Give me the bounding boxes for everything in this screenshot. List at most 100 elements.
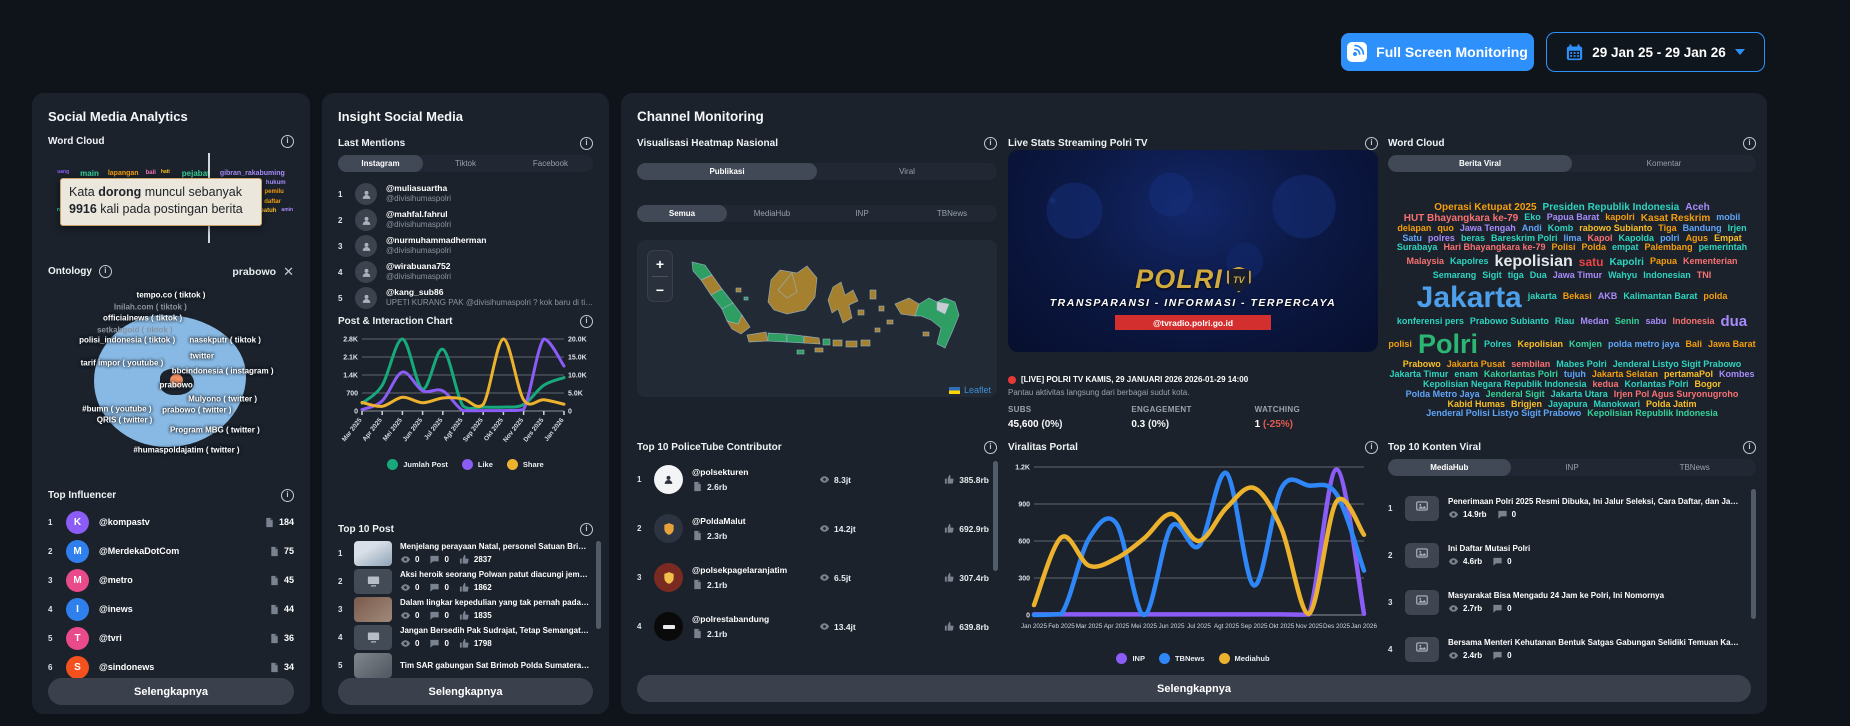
cloud-word[interactable]: Jayapura <box>1547 398 1588 409</box>
heatmap-source-tab-semua[interactable]: Semua <box>637 205 727 222</box>
cloud-word[interactable]: kepolisian <box>1494 253 1573 271</box>
legend-item[interactable]: Share <box>506 459 544 470</box>
cloud-word[interactable]: Jakarta Timur <box>1389 368 1449 379</box>
info-icon[interactable]: i <box>1365 137 1378 150</box>
heatmap-tab-viral[interactable]: Viral <box>899 167 915 176</box>
cloud-word[interactable]: sabu <box>1645 316 1667 327</box>
cloud-word[interactable]: Kapolres <box>1450 256 1489 267</box>
cloud-word[interactable]: rabowo Subianto <box>1579 222 1653 233</box>
cloud-word[interactable]: Hari Bhayangkara ke-79 <box>1443 242 1546 253</box>
ontology-node-label[interactable]: Mulyono ( twitter ) <box>188 394 258 404</box>
mentions-tab-facebook[interactable]: Facebook <box>532 159 569 168</box>
zoom-in-button[interactable]: + <box>655 255 665 272</box>
influencer-row[interactable]: 2 M @MerdekaDotCom 75 <box>48 536 294 566</box>
konten-tab-inp[interactable]: INP <box>1565 463 1579 472</box>
cloud-word[interactable]: Medan <box>1580 316 1609 327</box>
cloud-word[interactable]: Jenderal Sigit <box>1485 388 1545 399</box>
cloud-word[interactable]: Kalimantan Barat <box>1623 291 1698 302</box>
influencer-row[interactable]: 4 I @inews 44 <box>48 594 294 624</box>
cloud-word[interactable]: Polda Metro Jaya <box>1405 388 1480 399</box>
cloud-word[interactable]: lima <box>1563 232 1582 243</box>
cloud-word[interactable]: Jawa Tengah <box>1459 222 1516 233</box>
cloud-word[interactable]: Komjen <box>1568 339 1602 350</box>
policetube-row[interactable]: 2 @PoldaMalut 2.3rb 14.2jt 692.9rb <box>637 504 989 553</box>
cloud-word[interactable]: Bogor <box>1694 378 1722 389</box>
cloud-word[interactable]: tiga <box>1507 269 1524 280</box>
cloud-word[interactable]: Palembang <box>1644 242 1693 253</box>
cloud-word[interactable]: Kasat Reskrim <box>1640 212 1711 224</box>
post-row[interactable]: 2 Aksi heroik seorang Polwan patut diacu… <box>338 567 590 595</box>
cloud-word[interactable]: Kepolisian Negara Republik Indonesia <box>1422 378 1587 389</box>
legend-item[interactable]: Mediahub <box>1218 653 1270 664</box>
ontology-node-label[interactable]: prabowo <box>159 380 193 390</box>
fullscreen-monitoring-button[interactable]: Full Screen Monitoring <box>1341 33 1534 71</box>
cloud-word[interactable]: Indonesia <box>1672 316 1715 327</box>
post-row[interactable]: 4 Jangan Bersedih Pak Sudrajat, Tetap Se… <box>338 623 590 651</box>
konten-row[interactable]: 2 Ini Daftar Mutasi Polri 4.6rb 0 <box>1388 532 1740 579</box>
cloud-word[interactable]: polisi <box>1388 339 1412 350</box>
cloud-word[interactable]: Dua <box>1529 269 1547 280</box>
cloud-word[interactable]: Semarang <box>1432 269 1477 280</box>
cloud-word[interactable]: Kepolisian Republik Indonesia <box>1587 408 1718 419</box>
cloud-word[interactable]: Bali <box>1685 339 1703 350</box>
ontology-node-label[interactable]: QRIS ( twitter ) <box>96 415 153 425</box>
mention-row[interactable]: 1 @muliasuartha @divisihumaspolri <box>338 181 596 207</box>
cloud-word[interactable]: satu <box>1578 254 1604 269</box>
cloud-word[interactable]: jakarta <box>1527 291 1557 302</box>
cloud-word[interactable]: Aceh <box>1685 201 1710 213</box>
info-icon[interactable]: i <box>984 441 997 454</box>
mention-row[interactable]: 3 @nurmuhammadherman @divisihumaspolri <box>338 233 596 259</box>
cloud-word[interactable]: mobil <box>1716 212 1741 223</box>
policetube-row[interactable]: 3 @polsekpagelaranjatim 2.1rb 6.5jt 307.… <box>637 553 989 602</box>
info-icon[interactable]: i <box>1743 441 1756 454</box>
cloud-word[interactable]: Kapolda <box>1618 232 1655 243</box>
cloud-word[interactable]: enam <box>1454 368 1478 379</box>
cloud-word[interactable]: kapolri <box>1605 212 1635 223</box>
cloud-word[interactable]: Andi <box>1521 222 1542 233</box>
cloud-word[interactable]: Polres <box>1483 339 1512 350</box>
cloud-word[interactable]: Papua <box>1649 256 1677 267</box>
cloud-word[interactable]: Jakarta Utara <box>1550 388 1608 399</box>
ontology-node-label[interactable]: twitter <box>189 351 214 361</box>
selengkapnya-button[interactable]: Selengkapnya <box>48 678 294 705</box>
heatmap-tab-publikasi[interactable]: Publikasi <box>637 163 817 180</box>
cloud-word[interactable]: beras <box>1460 232 1485 243</box>
cloud-word[interactable]: Sigit <box>1482 269 1502 280</box>
cloud-word[interactable]: dua <box>1720 312 1748 330</box>
cloud-word[interactable]: Irjen <box>1727 222 1747 233</box>
cloud-word[interactable]: Komb <box>1547 222 1574 233</box>
cloud-word[interactable]: Empat <box>1714 232 1742 243</box>
ontology-node-label[interactable]: nasekputr ( tiktok ) <box>189 335 261 345</box>
cloud-word[interactable]: pemerintah <box>1698 242 1748 253</box>
post-row[interactable]: 5 Tim SAR gabungan Sat Brimob Polda Suma… <box>338 651 590 679</box>
ontology-node-label[interactable]: Program MBG ( twitter ) <box>169 425 260 435</box>
cloud-word[interactable]: Presiden Republik Indonesia <box>1542 201 1680 213</box>
ontology-node-label[interactable]: tempo.co ( tiktok ) <box>136 290 206 300</box>
word-cloud-tab-berita-viral[interactable]: Berita Viral <box>1388 155 1572 172</box>
cloud-word[interactable]: Surabaya <box>1396 242 1438 253</box>
info-icon[interactable]: i <box>580 315 593 328</box>
konten-row[interactable]: 3 Masyarakat Bisa Mengadu 24 Jam ke Polr… <box>1388 579 1740 626</box>
cloud-word[interactable]: pertamaPol <box>1663 368 1713 379</box>
cloud-word[interactable]: Agus <box>1685 232 1709 243</box>
heatmap-source-tab-mediahub[interactable]: MediaHub <box>753 209 791 218</box>
polri-tv-player[interactable]: POLRI TV TRANSPARANSI - INFORMASI - TERP… <box>1008 150 1378 352</box>
ontology-node-label[interactable]: #bumn ( youtube ) <box>82 404 152 414</box>
mention-row[interactable]: 4 @wirabuana752 @divisihumaspolri <box>338 259 596 285</box>
cloud-word[interactable]: hati <box>160 169 170 176</box>
cloud-word[interactable]: polri <box>1660 232 1680 243</box>
info-icon[interactable]: i <box>281 489 294 502</box>
cloud-word[interactable]: uang <box>57 169 70 176</box>
leaflet-attribution[interactable]: Leaflet <box>942 383 997 397</box>
ontology-node-label[interactable]: #humaspoldajatim ( twitter ) <box>133 445 240 455</box>
cloud-word[interactable]: Jakarta Selatan <box>1591 368 1658 379</box>
cloud-word[interactable]: Jakarta <box>1416 280 1522 314</box>
cloud-word[interactable]: Bandung <box>1682 222 1722 233</box>
info-icon[interactable]: i <box>98 265 112 278</box>
cloud-word[interactable]: lapangan <box>107 170 139 178</box>
cloud-word[interactable]: kedua <box>1592 378 1619 389</box>
ontology-center-node[interactable] <box>170 374 183 387</box>
cloud-word[interactable]: Wahyu <box>1608 269 1638 280</box>
cloud-word[interactable]: HUT Bhayangkara ke-79 <box>1403 212 1519 224</box>
mention-row[interactable]: 5 @kang_sub86 UPETI KURANG PAK @divisihu… <box>338 285 596 311</box>
